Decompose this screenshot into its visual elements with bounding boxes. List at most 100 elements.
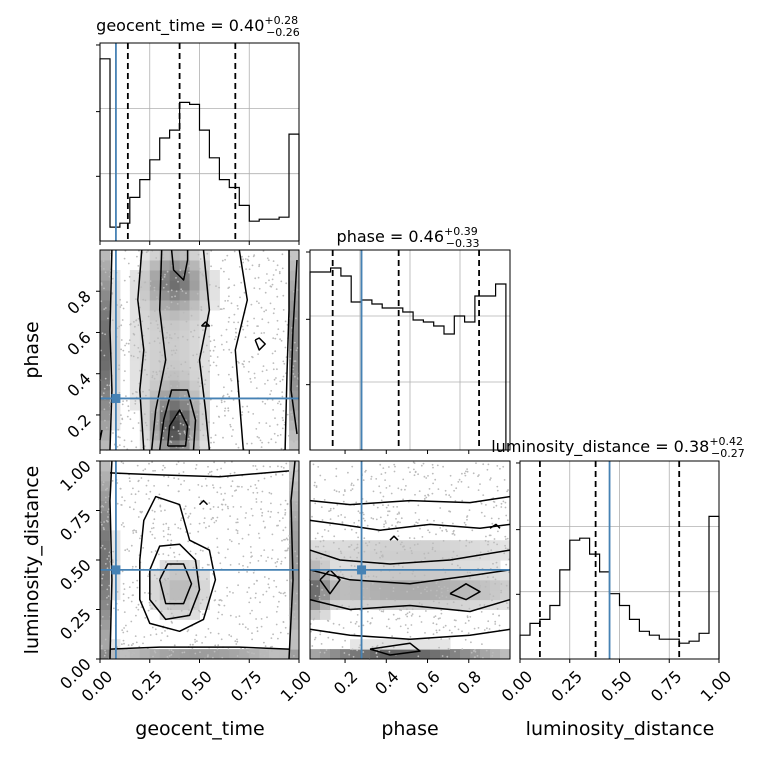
density-cell: [199, 280, 210, 291]
sample-point: [285, 537, 288, 540]
sample-point: [411, 572, 414, 575]
sample-point: [229, 591, 231, 593]
sample-point: [404, 624, 407, 626]
sample-point: [214, 434, 217, 436]
sample-point: [264, 402, 267, 405]
sample-point: [344, 516, 346, 519]
density-cell: [139, 370, 151, 381]
sample-point: [479, 557, 481, 559]
sample-point: [134, 400, 137, 402]
sample-point: [396, 506, 398, 508]
density-cell: [179, 410, 191, 421]
density-cell: [360, 639, 371, 650]
sample-point: [116, 327, 119, 330]
sample-point: [209, 508, 212, 510]
sample-point: [375, 478, 378, 480]
density-cell: [169, 609, 181, 620]
sample-point: [401, 566, 404, 568]
sample-point: [217, 373, 220, 376]
sample-point: [173, 367, 176, 369]
sample-point: [254, 465, 257, 467]
sample-point: [446, 587, 449, 590]
contour-line: [198, 249, 211, 451]
sample-point: [106, 567, 109, 570]
sample-point: [121, 418, 124, 421]
sample-point: [289, 269, 292, 272]
sample-point: [414, 512, 417, 514]
sample-point: [174, 295, 177, 298]
sample-point: [402, 606, 405, 609]
sample-point: [149, 604, 151, 606]
sample-point: [109, 560, 112, 563]
sample-point: [268, 586, 271, 589]
sample-point: [248, 601, 251, 604]
sample-point: [381, 642, 384, 644]
sample-point: [412, 588, 415, 590]
sample-point: [342, 575, 345, 578]
sample-point: [221, 656, 224, 659]
sample-point: [492, 576, 495, 579]
sample-point: [119, 436, 121, 439]
sample-point: [278, 520, 281, 522]
sample-point: [253, 287, 256, 289]
sample-point: [329, 509, 332, 512]
sample-point: [175, 349, 178, 351]
density-cell: [199, 300, 210, 311]
sample-point: [431, 463, 434, 466]
density-cell: [289, 550, 300, 561]
title-lower-error: −0.26: [266, 26, 300, 39]
sample-point: [434, 550, 437, 552]
sample-point: [341, 646, 344, 648]
sample-point: [371, 617, 374, 620]
sample-point: [487, 620, 490, 623]
sample-point: [102, 481, 105, 484]
sample-point: [132, 508, 135, 511]
sample-point: [362, 517, 365, 520]
sample-point: [440, 591, 443, 594]
density-cell: [490, 599, 501, 610]
density-cell: [350, 550, 361, 561]
sample-point: [490, 549, 493, 552]
density-cell: [289, 390, 300, 401]
sample-point: [263, 576, 266, 578]
sample-point: [255, 428, 258, 430]
sample-point: [156, 323, 159, 326]
sample-point: [435, 533, 437, 536]
sample-point: [214, 644, 217, 647]
sample-point: [135, 298, 137, 300]
sample-point: [405, 485, 407, 487]
sample-point: [137, 324, 140, 326]
density-cell: [169, 250, 181, 261]
sample-point: [132, 532, 135, 534]
density-cell: [450, 540, 461, 551]
density-cell: [390, 540, 401, 551]
sample-point: [160, 510, 163, 512]
sample-point: [151, 626, 154, 629]
density-cell: [430, 560, 441, 571]
density-cell: [289, 530, 300, 541]
x-tick-label: 0.00: [498, 667, 537, 706]
sample-point: [132, 651, 134, 654]
sample-point: [166, 331, 169, 334]
sample-point: [427, 493, 429, 496]
density-geocent_time-phase: [99, 249, 300, 451]
sample-point: [123, 354, 126, 356]
sample-point: [500, 591, 502, 594]
sample-point: [276, 295, 279, 298]
sample-point: [129, 418, 132, 421]
sample-point: [140, 286, 143, 289]
sample-point: [353, 565, 356, 568]
sample-point: [264, 383, 266, 385]
sample-point: [165, 336, 168, 339]
sample-point: [446, 530, 448, 533]
sample-point: [132, 487, 134, 490]
panel-frame-phase-luminosity_distance: [309, 460, 511, 660]
sample-point: [255, 501, 258, 503]
sample-point: [379, 587, 381, 590]
sample-point: [123, 525, 125, 528]
sample-point: [256, 325, 258, 327]
sample-point: [118, 444, 121, 446]
sample-point: [192, 566, 195, 569]
sample-point: [233, 284, 236, 287]
sample-point: [172, 597, 175, 600]
